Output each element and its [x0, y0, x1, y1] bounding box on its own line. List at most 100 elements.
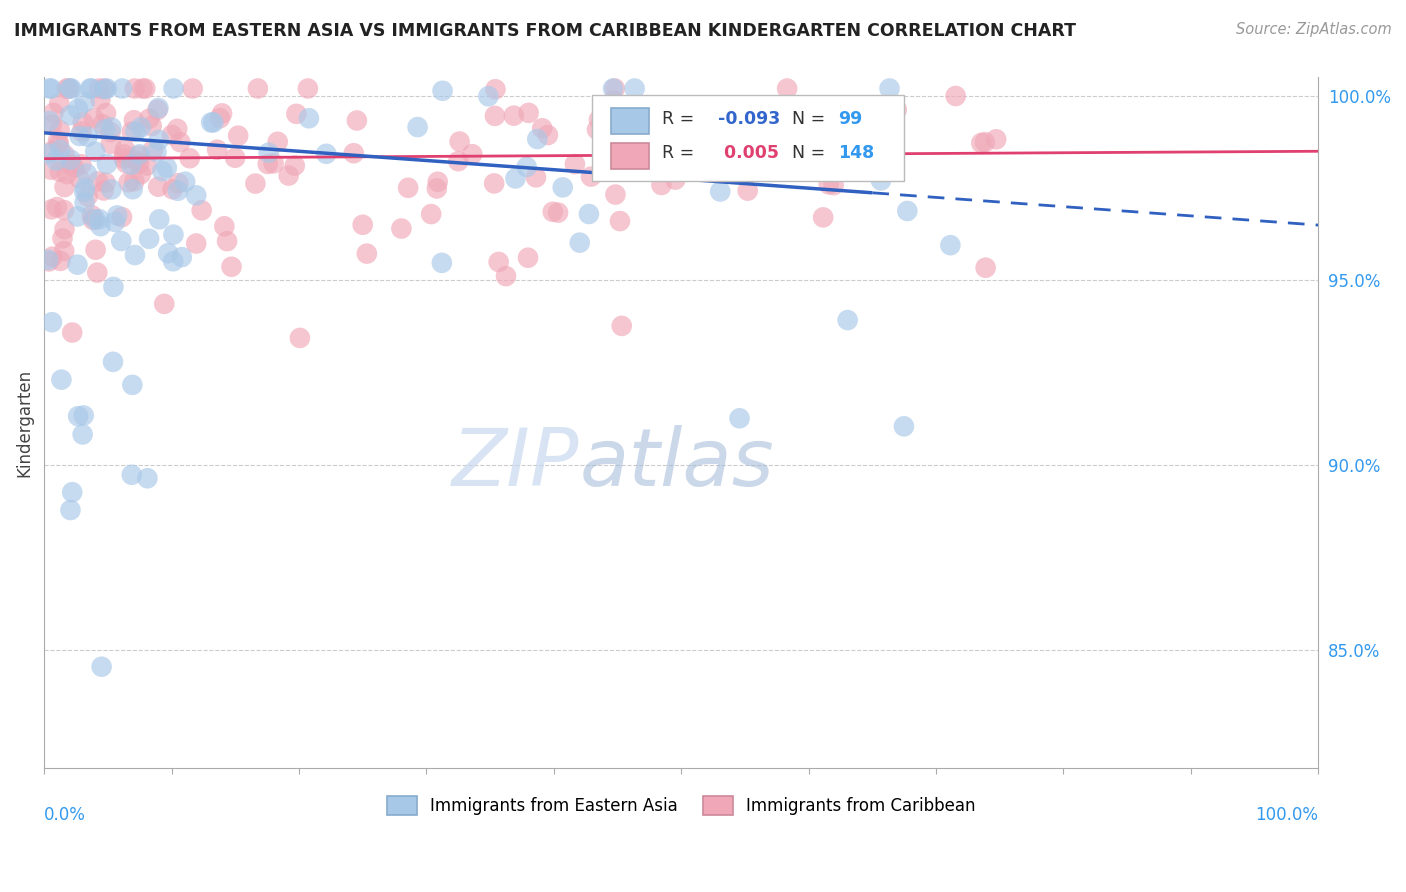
- Point: [502, 109, 524, 123]
- Point: [217, 234, 239, 248]
- Point: [156, 161, 179, 175]
- Point: [55, 81, 77, 95]
- Point: [48, 96, 70, 111]
- Point: [138, 112, 160, 126]
- Point: [162, 227, 184, 242]
- Point: [41, 144, 63, 158]
- Point: [67, 171, 90, 186]
- Point: [59, 503, 82, 517]
- Point: [114, 143, 136, 157]
- Point: [53, 244, 76, 258]
- Bar: [612, 143, 650, 169]
- Point: [70, 124, 93, 138]
- Point: [598, 156, 620, 170]
- Point: [76, 167, 98, 181]
- Point: [827, 145, 849, 159]
- FancyBboxPatch shape: [592, 95, 904, 181]
- Text: ZIP: ZIP: [451, 425, 579, 503]
- Point: [208, 111, 231, 125]
- Point: [202, 115, 225, 129]
- Text: R =: R =: [662, 110, 695, 128]
- Point: [66, 210, 89, 224]
- Point: [111, 210, 134, 224]
- Point: [121, 467, 143, 482]
- Point: [602, 81, 624, 95]
- Text: IMMIGRANTS FROM EASTERN ASIA VS IMMIGRANTS FROM CARIBBEAN KINDERGARTEN CORRELATI: IMMIGRANTS FROM EASTERN ASIA VS IMMIGRAN…: [14, 22, 1076, 40]
- Point: [83, 112, 105, 126]
- Point: [986, 132, 1008, 146]
- Point: [38, 81, 60, 95]
- Point: [823, 178, 845, 193]
- Point: [166, 121, 188, 136]
- Point: [224, 151, 246, 165]
- Point: [110, 234, 132, 248]
- Point: [59, 108, 82, 122]
- Point: [100, 182, 122, 196]
- Point: [73, 95, 96, 109]
- Point: [356, 246, 378, 260]
- Point: [101, 355, 124, 369]
- Point: [60, 326, 83, 340]
- Point: [664, 172, 686, 186]
- Point: [73, 185, 96, 199]
- Point: [79, 81, 101, 95]
- Point: [96, 81, 118, 95]
- Point: [94, 106, 117, 120]
- Point: [150, 164, 173, 178]
- Point: [94, 176, 117, 190]
- Point: [605, 187, 627, 202]
- Point: [537, 128, 560, 142]
- Point: [623, 81, 645, 95]
- Point: [145, 145, 167, 159]
- Point: [42, 106, 65, 120]
- Point: [298, 112, 321, 126]
- Point: [284, 159, 307, 173]
- Point: [121, 182, 143, 196]
- Point: [256, 157, 278, 171]
- Point: [87, 174, 110, 188]
- Point: [610, 318, 633, 333]
- Point: [53, 203, 76, 218]
- Point: [80, 81, 103, 95]
- Point: [100, 125, 122, 139]
- Point: [103, 280, 125, 294]
- Point: [703, 136, 725, 151]
- Point: [100, 136, 122, 151]
- Text: 100.0%: 100.0%: [1256, 805, 1319, 823]
- Point: [96, 157, 118, 171]
- Point: [482, 177, 505, 191]
- Point: [76, 129, 98, 144]
- Point: [531, 121, 554, 136]
- Point: [420, 207, 443, 221]
- Point: [90, 659, 112, 673]
- Point: [166, 184, 188, 198]
- Point: [200, 115, 222, 129]
- Point: [117, 175, 139, 189]
- Point: [84, 145, 107, 159]
- Point: [432, 84, 454, 98]
- Point: [579, 169, 602, 184]
- Point: [59, 81, 82, 95]
- Point: [588, 112, 610, 127]
- Point: [76, 189, 98, 203]
- Point: [447, 154, 470, 169]
- Point: [586, 122, 609, 136]
- Text: R =: R =: [662, 145, 695, 162]
- Point: [141, 119, 163, 133]
- Point: [60, 81, 83, 95]
- Point: [131, 81, 153, 95]
- Point: [263, 156, 285, 170]
- Point: [89, 93, 111, 107]
- Point: [58, 81, 80, 95]
- Point: [112, 152, 135, 166]
- Point: [93, 184, 115, 198]
- Point: [72, 427, 94, 442]
- Point: [186, 236, 208, 251]
- Point: [148, 179, 170, 194]
- Point: [863, 117, 886, 131]
- Point: [124, 174, 146, 188]
- Point: [122, 113, 145, 128]
- Point: [190, 203, 212, 218]
- Point: [461, 147, 484, 161]
- Point: [128, 149, 150, 163]
